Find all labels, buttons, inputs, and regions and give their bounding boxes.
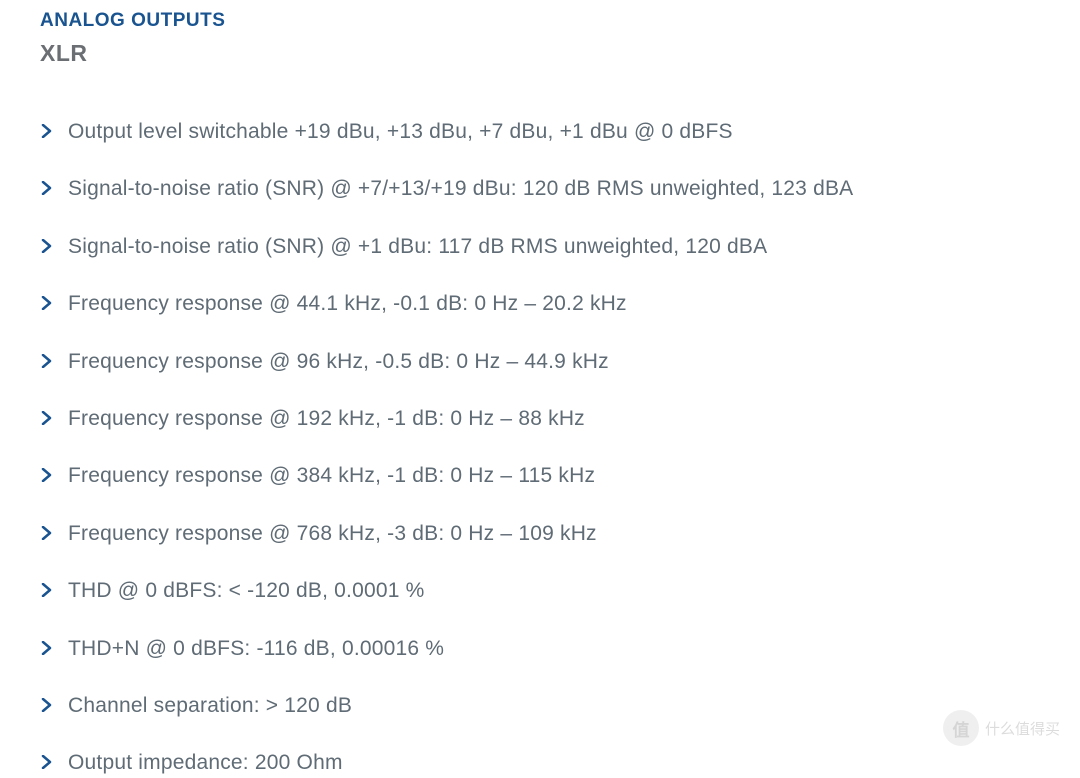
chevron-right-icon (40, 124, 54, 138)
chevron-right-icon (40, 755, 54, 769)
spec-item: Output level switchable +19 dBu, +13 dBu… (40, 117, 1040, 146)
section-heading: ANALOG OUTPUTS (40, 10, 1040, 32)
chevron-right-icon (40, 181, 54, 195)
spec-text: Channel separation: > 120 dB (68, 691, 352, 720)
watermark-badge-icon: 值 (943, 710, 979, 746)
chevron-right-icon (40, 698, 54, 712)
chevron-right-icon (40, 583, 54, 597)
spec-text: THD @ 0 dBFS: < -120 dB, 0.0001 % (68, 576, 425, 605)
spec-item: Frequency response @ 768 kHz, -3 dB: 0 H… (40, 519, 1040, 548)
chevron-right-icon (40, 354, 54, 368)
spec-item: Frequency response @ 44.1 kHz, -0.1 dB: … (40, 289, 1040, 318)
chevron-right-icon (40, 468, 54, 482)
spec-item: Channel separation: > 120 dB (40, 691, 1040, 720)
spec-text: Frequency response @ 384 kHz, -1 dB: 0 H… (68, 461, 595, 490)
spec-text: Frequency response @ 96 kHz, -0.5 dB: 0 … (68, 347, 609, 376)
spec-text: Signal-to-noise ratio (SNR) @ +7/+13/+19… (68, 174, 853, 203)
spec-text: Output impedance: 200 Ohm (68, 748, 343, 777)
spec-text: Frequency response @ 192 kHz, -1 dB: 0 H… (68, 404, 585, 433)
spec-item: Frequency response @ 384 kHz, -1 dB: 0 H… (40, 461, 1040, 490)
watermark: 值 什么值得买 (943, 710, 1060, 746)
spec-text: Frequency response @ 768 kHz, -3 dB: 0 H… (68, 519, 597, 548)
chevron-right-icon (40, 411, 54, 425)
spec-text: Signal-to-noise ratio (SNR) @ +1 dBu: 11… (68, 232, 767, 261)
spec-text: Output level switchable +19 dBu, +13 dBu… (68, 117, 733, 146)
spec-text: Frequency response @ 44.1 kHz, -0.1 dB: … (68, 289, 627, 318)
spec-list: Output level switchable +19 dBu, +13 dBu… (40, 117, 1040, 778)
chevron-right-icon (40, 239, 54, 253)
watermark-text: 什么值得买 (985, 718, 1060, 739)
spec-item: THD+N @ 0 dBFS: -116 dB, 0.00016 % (40, 634, 1040, 663)
spec-item: Signal-to-noise ratio (SNR) @ +7/+13/+19… (40, 174, 1040, 203)
spec-item: Output impedance: 200 Ohm (40, 748, 1040, 777)
spec-text: THD+N @ 0 dBFS: -116 dB, 0.00016 % (68, 634, 444, 663)
spec-item: THD @ 0 dBFS: < -120 dB, 0.0001 % (40, 576, 1040, 605)
spec-item: Frequency response @ 192 kHz, -1 dB: 0 H… (40, 404, 1040, 433)
section-subheading: XLR (40, 40, 1040, 67)
chevron-right-icon (40, 296, 54, 310)
spec-item: Frequency response @ 96 kHz, -0.5 dB: 0 … (40, 347, 1040, 376)
spec-item: Signal-to-noise ratio (SNR) @ +1 dBu: 11… (40, 232, 1040, 261)
chevron-right-icon (40, 641, 54, 655)
chevron-right-icon (40, 526, 54, 540)
